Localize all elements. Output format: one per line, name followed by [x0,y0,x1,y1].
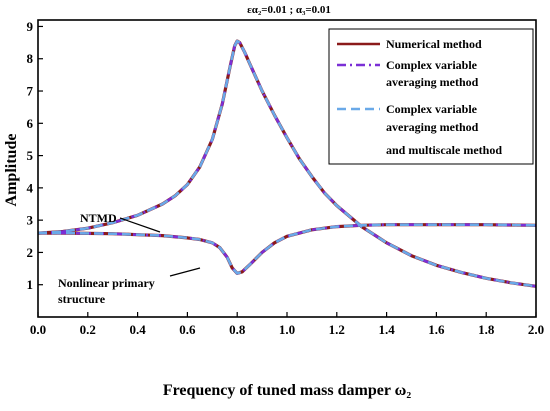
annotation-primary-line1: Nonlinear primary [58,276,155,290]
x-tick-label: 0.6 [179,322,196,337]
x-tick-label: 0.8 [229,322,246,337]
y-tick-label: 4 [27,180,34,195]
legend-label-averaging-cont: averaging method [386,75,479,89]
x-tick-label: 1.2 [329,322,345,337]
annotation-primary-line2: structure [58,292,106,306]
axis-ticks: 0.0 0.2 0.4 0.6 0.8 1.0 1.2 1.4 1.6 1.8 2.0 1 2 3 4 5 6 7… [27,19,545,337]
annotation-ntmd-arrow [119,217,161,233]
y-tick-label: 7 [27,84,34,99]
y-tick-label: 3 [27,213,34,228]
series-line-ntmd-method-2 [37,39,537,288]
y-tick-label: 6 [27,116,34,131]
series-line-primary-method-0 [38,223,537,275]
legend-label-numerical: Numerical method [386,37,482,51]
chart-title: εα₂=0.01 ; α₃=0.01 [247,4,331,16]
y-tick-label: 8 [27,51,34,66]
x-tick-label: 0.2 [80,322,96,337]
x-tick-label: 0.0 [30,322,46,337]
y-tick-label: 2 [27,245,34,260]
series-line-primary-method-1 [38,223,537,275]
legend-label-multiscale-cont: averaging method [386,120,479,134]
x-tick-label: 1.0 [279,322,295,337]
legend-label-averaging: Complex variable [386,58,478,72]
annotation-ntmd: NTMD [80,211,117,225]
x-tick-label: 0.4 [129,322,146,337]
x-tick-label: 2.0 [528,322,544,337]
y-tick-label: 1 [27,277,34,292]
x-tick-label: 1.6 [428,322,445,337]
legend-label-multiscale-cont2: and multiscale method [386,143,502,157]
legend-label-multiscale: Complex variable [386,102,478,116]
x-axis-label: Frequency of tuned mass damper ω₂ [163,382,412,399]
legend-box [328,28,534,165]
x-tick-label: 1.8 [478,322,495,337]
plot-curves [37,39,537,288]
legend: Numerical method Complex variable averag… [328,28,534,165]
y-tick-label: 5 [27,148,34,163]
annotation-primary-arrow [169,267,201,277]
y-axis-label: Amplitude [3,134,20,207]
x-tick-label: 1.4 [378,322,395,337]
y-tick-label: 9 [27,19,34,34]
series-line-primary-method-2 [38,223,537,275]
